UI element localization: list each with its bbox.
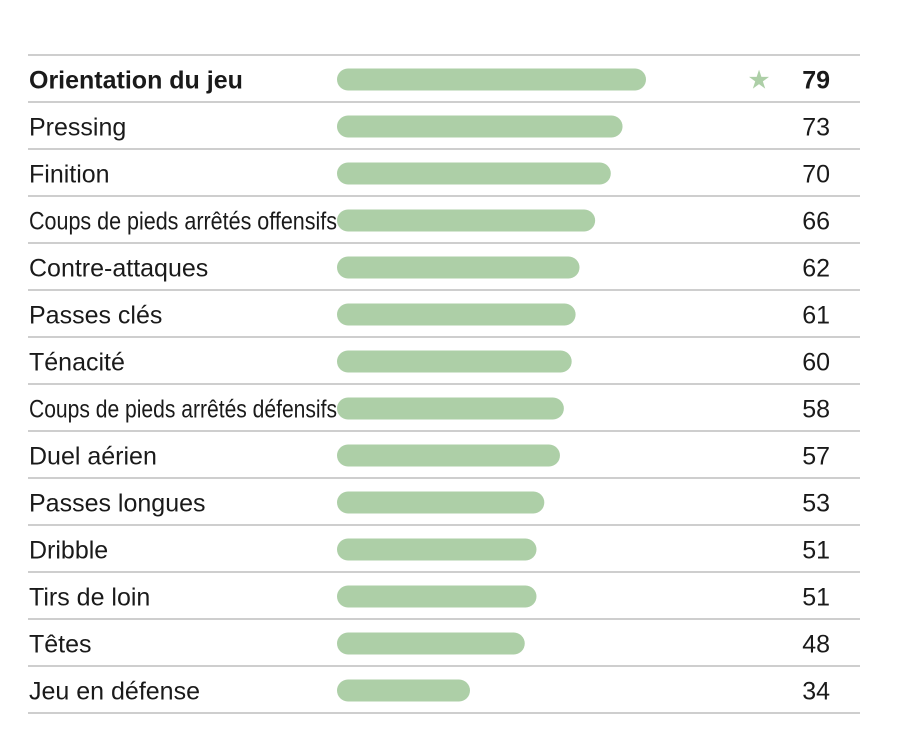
chart-row: Coups de pieds arrêtés offensifs 66 [28, 208, 860, 244]
category-label: Contre-attaques [29, 255, 208, 283]
value-label: 66 [802, 208, 830, 236]
bar [337, 350, 572, 373]
bar [337, 585, 537, 608]
category-label: Orientation du jeu [29, 67, 243, 95]
value-label: 70 [802, 161, 830, 189]
chart-row: Jeu en défense 34 [28, 678, 860, 714]
bar [337, 303, 576, 326]
category-label: Finition [29, 161, 110, 189]
chart-row: Coups de pieds arrêtés défensifs 58 [28, 396, 860, 432]
value-label: 51 [802, 584, 830, 612]
category-label: Ténacité [29, 349, 125, 377]
category-label: Coups de pieds arrêtés offensifs [29, 208, 337, 236]
star-icon: ★ [747, 66, 770, 96]
category-label: Têtes [29, 631, 92, 659]
value-label: 48 [802, 631, 830, 659]
category-label: Duel aérien [29, 443, 157, 471]
chart-row: Pressing 73 [28, 114, 860, 150]
chart-row: Têtes 48 [28, 631, 860, 667]
chart-row: Passes clés 61 [28, 302, 860, 338]
category-label: Passes clés [29, 302, 162, 330]
bar [337, 209, 596, 232]
chart-row: Duel aérien 57 [28, 443, 860, 479]
category-label: Dribble [29, 537, 108, 565]
chart-row: Passes longues 53 [28, 490, 860, 526]
bar [337, 115, 623, 138]
value-label: 61 [802, 302, 830, 330]
value-label: 57 [802, 443, 830, 471]
bar [337, 397, 564, 420]
bar [337, 679, 470, 702]
value-label: 51 [802, 537, 830, 565]
value-label: 34 [802, 678, 830, 706]
value-label: 79 [802, 67, 830, 95]
value-label: 58 [802, 396, 830, 424]
bar [337, 491, 545, 514]
value-label: 53 [802, 490, 830, 518]
bar [337, 256, 580, 279]
category-label: Pressing [29, 114, 126, 142]
value-label: 62 [802, 255, 830, 283]
chart-row: Contre-attaques 62 [28, 255, 860, 291]
bar [337, 538, 537, 561]
bar [337, 162, 611, 185]
value-label: 73 [802, 114, 830, 142]
bar [337, 632, 525, 655]
chart-row: Orientation du jeu ★ 79 [28, 66, 860, 103]
chart-rows: Orientation du jeu ★ 79 Pressing 73 Finition 7… [28, 54, 860, 714]
category-label: Passes longues [29, 490, 206, 518]
bar [337, 68, 646, 91]
category-label: Jeu en défense [29, 678, 200, 706]
category-label: Coups de pieds arrêtés défensifs [29, 396, 337, 424]
bar [337, 444, 560, 467]
chart-row: Finition 70 [28, 161, 860, 197]
chart-row: Tirs de loin 51 [28, 584, 860, 620]
category-label: Tirs de loin [29, 584, 150, 612]
chart-row: Ténacité 60 [28, 349, 860, 385]
chart-row: Dribble 51 [28, 537, 860, 573]
value-label: 60 [802, 349, 830, 377]
